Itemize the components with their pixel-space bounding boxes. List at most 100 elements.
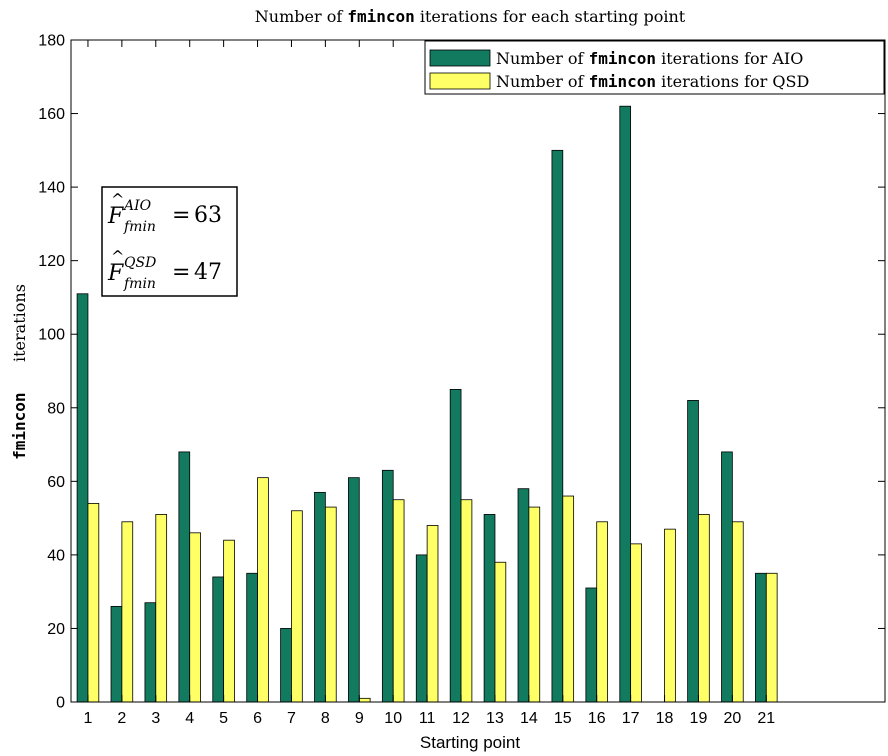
plot-frame: [70, 39, 886, 703]
x-tick-label-7: 7: [287, 710, 296, 727]
x-tick-label-17: 17: [622, 710, 640, 727]
bar-qsd-5: [223, 539, 235, 703]
bar-aio-13: [483, 514, 496, 703]
x-tick-label-9: 9: [355, 710, 364, 727]
axes-group: [70, 39, 886, 703]
bar-qsd-20: [731, 521, 744, 703]
annotation-qsd-hat: ^: [111, 247, 124, 266]
x-tick-label-14: 14: [520, 710, 538, 727]
y-axis-label-suffix: iterations: [10, 284, 29, 362]
legend-aio-prefix: Number of: [496, 49, 589, 68]
bar-qsd-7: [291, 510, 303, 703]
bar-qsd-17: [630, 543, 642, 703]
annotation-frame: [101, 186, 238, 297]
bar-aio-8: [314, 491, 326, 703]
x-tick-label-4: 4: [185, 710, 194, 727]
x-tick-label-13: 13: [486, 710, 504, 727]
annotation-aio-value: 63: [194, 203, 222, 228]
bars-group: [76, 105, 778, 703]
legend-qsd-code: fmincon: [589, 72, 656, 91]
bar-aio-7: [280, 628, 292, 703]
x-tick-label-5: 5: [219, 710, 228, 727]
bar-qsd-10: [392, 499, 405, 703]
bar-qsd-9: [358, 697, 371, 703]
annotation-qsd-value: 47: [194, 260, 222, 285]
annotation-qsd: F QSD fmin = 47: [107, 252, 222, 292]
legend-qsd-prefix: Number of: [496, 72, 589, 91]
x-tick-label-15: 15: [554, 710, 572, 727]
legend-box: [424, 40, 885, 95]
bar-qsd-11: [426, 525, 439, 703]
x-tick-label-21: 21: [757, 710, 775, 727]
bar-aio-1: [76, 293, 89, 703]
annotation-qsd-equals: =: [172, 260, 190, 285]
x-tick-label-3: 3: [151, 710, 160, 727]
y-axis-label-gap: [10, 362, 29, 393]
annotation-qsd-base: F: [107, 261, 124, 286]
y-tick-label-60: 60: [47, 474, 65, 491]
bar-qsd-15: [562, 495, 575, 703]
bar-aio-5: [212, 576, 225, 703]
bar-aio-10: [381, 469, 394, 703]
bar-aio-11: [415, 554, 428, 703]
bar-aio-9: [348, 477, 360, 703]
x-tick-label-10: 10: [384, 710, 402, 727]
bar-aio-3: [144, 602, 157, 703]
y-axis-label-code: fmincon: [10, 392, 29, 459]
y-tick-label-100: 100: [38, 327, 65, 344]
legend-qsd-suffix: iterations for QSD: [656, 72, 809, 91]
x-tick-label-11: 11: [419, 710, 436, 727]
annotation-aio-base: F: [107, 204, 124, 229]
bar-aio-21: [755, 572, 767, 703]
legend-swatch-qsd: [429, 72, 491, 90]
chart-title-prefix: Number of: [255, 7, 348, 26]
bar-qsd-16: [596, 521, 608, 703]
y-tick-label-160: 160: [38, 106, 65, 123]
x-ticks-group: 1 2 3 4 5 6 7 8 9 10 11 12 13 14 15 16 17 18 19 20 21: [84, 40, 775, 727]
bar-aio-14: [517, 488, 530, 703]
bar-aio-16: [585, 587, 598, 703]
chart-title-code: fmincon: [347, 7, 414, 26]
bar-qsd-19: [698, 514, 710, 703]
y-tick-label-140: 140: [38, 180, 65, 197]
bar-qsd-12: [460, 499, 473, 703]
bar-aio-4: [178, 451, 191, 703]
bar-qsd-8: [324, 506, 337, 703]
bar-aio-12: [449, 388, 462, 703]
annotation-aio-sup: AIO: [122, 198, 152, 214]
bar-aio-20: [721, 451, 733, 703]
x-axis-label: Starting point: [420, 733, 520, 752]
bar-aio-19: [687, 400, 699, 703]
bar-qsd-14: [528, 506, 541, 703]
y-tick-label-20: 20: [47, 621, 65, 638]
bar-qsd-4: [189, 532, 201, 703]
bar-aio-15: [551, 149, 564, 703]
y-axis-label: fmincon iterations: [10, 284, 29, 460]
x-tick-label-18: 18: [656, 710, 674, 727]
legend-aio-suffix: iterations for AIO: [656, 49, 803, 68]
bar-aio-6: [246, 572, 258, 703]
bar-qsd-3: [155, 514, 168, 703]
bar-qsd-2: [121, 521, 134, 703]
y-tick-label-80: 80: [47, 400, 65, 417]
y-ticks-group: 0 20 40 60 80 100 120 140 160 180: [38, 33, 885, 712]
annotation-aio-sub: fmin: [123, 219, 156, 235]
y-tick-label-40: 40: [47, 547, 65, 564]
annotation-qsd-sup: QSD: [124, 255, 156, 271]
legend-label-qsd: Number of fmincon iterations for QSD: [496, 72, 809, 91]
x-tick-label-19: 19: [690, 710, 708, 727]
annotation-aio-hat: ^: [111, 190, 124, 209]
legend-aio-code: fmincon: [589, 49, 656, 68]
annotation-box: F AIO fmin = 63 ^ F QSD fmin = 47 ^: [101, 186, 238, 297]
x-tick-label-6: 6: [253, 710, 262, 727]
annotation-aio-equals: =: [172, 203, 190, 228]
x-tick-label-2: 2: [117, 710, 126, 727]
x-tick-label-1: 1: [84, 710, 93, 727]
legend: Number of fmincon iterations for AIO Num…: [424, 40, 885, 95]
x-tick-label-20: 20: [723, 710, 741, 727]
x-tick-label-16: 16: [588, 710, 606, 727]
x-tick-label-8: 8: [321, 710, 330, 727]
y-tick-label-0: 0: [56, 695, 65, 712]
bar-qsd-21: [765, 572, 778, 703]
